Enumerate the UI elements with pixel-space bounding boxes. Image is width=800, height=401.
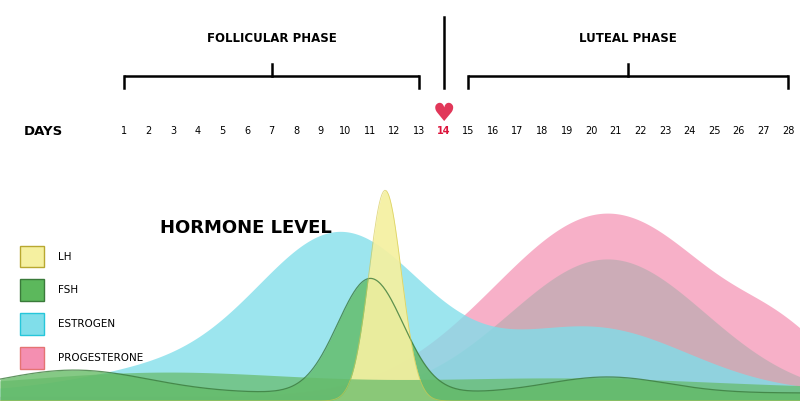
Text: 28: 28 <box>782 126 794 136</box>
Text: 13: 13 <box>413 126 426 136</box>
Text: DAYS: DAYS <box>24 125 63 138</box>
Text: 2: 2 <box>146 126 152 136</box>
Text: 18: 18 <box>536 126 548 136</box>
Text: LH: LH <box>58 252 72 261</box>
Text: LUTEAL PHASE: LUTEAL PHASE <box>579 32 677 45</box>
FancyBboxPatch shape <box>20 313 44 335</box>
Text: 11: 11 <box>364 126 376 136</box>
Text: 7: 7 <box>269 126 274 136</box>
Text: 19: 19 <box>561 126 573 136</box>
FancyBboxPatch shape <box>20 246 44 267</box>
Text: 25: 25 <box>708 126 721 136</box>
Text: 9: 9 <box>318 126 324 136</box>
Text: 23: 23 <box>659 126 671 136</box>
Text: 4: 4 <box>194 126 201 136</box>
Text: 26: 26 <box>733 126 745 136</box>
Text: 15: 15 <box>462 126 474 136</box>
Text: 14: 14 <box>437 126 450 136</box>
Text: 17: 17 <box>511 126 524 136</box>
Text: 27: 27 <box>757 126 770 136</box>
Text: 20: 20 <box>585 126 598 136</box>
Text: 12: 12 <box>388 126 401 136</box>
Text: 16: 16 <box>486 126 499 136</box>
Text: FOLLICULAR PHASE: FOLLICULAR PHASE <box>206 32 337 45</box>
Text: 8: 8 <box>293 126 299 136</box>
Text: HORMONE LEVEL: HORMONE LEVEL <box>160 219 332 237</box>
FancyBboxPatch shape <box>20 347 44 369</box>
Text: 1: 1 <box>121 126 127 136</box>
Text: 21: 21 <box>610 126 622 136</box>
Text: 6: 6 <box>244 126 250 136</box>
Text: PROGESTERONE: PROGESTERONE <box>58 353 144 363</box>
Text: ♥: ♥ <box>433 102 455 126</box>
Text: 3: 3 <box>170 126 176 136</box>
Text: FSH: FSH <box>58 286 78 295</box>
Text: 5: 5 <box>219 126 226 136</box>
Text: ESTROGEN: ESTROGEN <box>58 319 115 329</box>
Text: 24: 24 <box>683 126 696 136</box>
Text: 22: 22 <box>634 126 646 136</box>
FancyBboxPatch shape <box>20 279 44 301</box>
Text: 10: 10 <box>339 126 351 136</box>
